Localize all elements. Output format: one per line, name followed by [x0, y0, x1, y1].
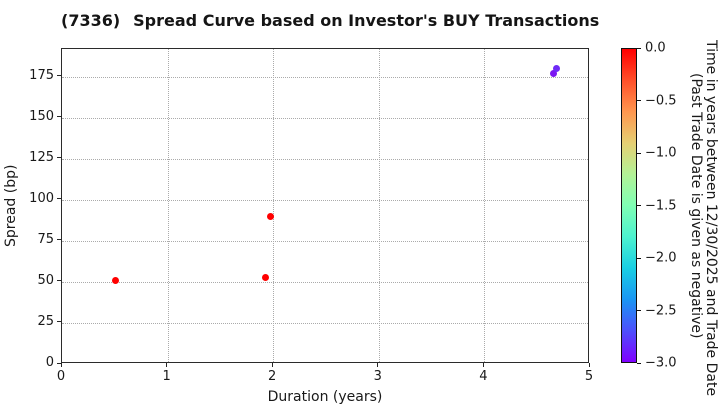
x-tick — [588, 363, 590, 367]
colorbar — [621, 48, 637, 363]
y-tick — [57, 198, 61, 200]
colorbar-tick-label: −2.0 — [645, 250, 677, 266]
colorbar-label-line1: Time in years between 12/30/2025 and Tra… — [703, 40, 719, 397]
colorbar-label-line2: (Past Trade Date is given as negative) — [688, 72, 704, 339]
y-tick-label: 150 — [29, 108, 54, 124]
x-gridline — [273, 49, 275, 362]
colorbar-tick — [637, 47, 641, 49]
plot-area — [61, 48, 589, 363]
colorbar-tick — [637, 100, 641, 101]
colorbar-label: Time in years between 12/30/2025 and Tra… — [688, 40, 719, 396]
colorbar-tick — [637, 152, 641, 154]
colorbar-tick-label: −1.0 — [645, 145, 677, 161]
y-tick — [57, 157, 61, 159]
x-gridline — [484, 49, 486, 362]
x-tick-label: 5 — [584, 369, 594, 384]
y-gridline — [62, 158, 588, 160]
colorbar-tick — [637, 205, 641, 206]
x-tick-label: 1 — [162, 369, 171, 384]
y-tick — [57, 75, 61, 77]
colorbar-tick-label: −2.5 — [645, 303, 677, 318]
colorbar-tick-label: −3.0 — [645, 355, 677, 371]
chart-title: (7336) Spread Curve based on Investor's B… — [61, 11, 599, 30]
x-gridline — [378, 49, 380, 362]
colorbar-tick-label: 0.0 — [645, 40, 666, 56]
y-tick — [57, 321, 61, 323]
y-tick — [57, 239, 61, 241]
y-gridline — [62, 76, 588, 78]
data-point — [266, 212, 274, 220]
x-tick-label: 4 — [479, 369, 488, 384]
y-gridline — [62, 281, 588, 283]
y-gridline — [62, 117, 588, 119]
x-tick — [377, 363, 379, 367]
y-gridline — [62, 240, 588, 242]
colorbar-tick-label: −0.5 — [645, 93, 677, 108]
y-tick-label: 50 — [37, 272, 54, 288]
x-tick — [482, 363, 484, 367]
x-gridline — [167, 49, 169, 362]
x-tick — [166, 363, 168, 367]
y-tick-label: 125 — [29, 149, 54, 165]
y-tick-label: 0 — [45, 355, 54, 370]
y-tick-label: 100 — [29, 190, 54, 206]
y-tick — [57, 280, 61, 282]
data-point — [552, 65, 560, 73]
y-tick-label: 25 — [37, 313, 54, 329]
x-tick-label: 0 — [56, 369, 66, 384]
colorbar-tick — [637, 310, 641, 311]
y-tick — [57, 362, 61, 364]
x-tick-label: 3 — [373, 369, 382, 384]
x-tick — [271, 363, 273, 367]
data-point — [262, 273, 270, 281]
y-tick — [57, 116, 61, 118]
data-point — [549, 70, 557, 78]
y-tick-label: 75 — [37, 231, 54, 247]
x-axis-label: Duration (years) — [267, 389, 383, 405]
y-gridline — [62, 322, 588, 324]
chart-title-text: Spread Curve based on Investor's BUY Tra… — [133, 11, 600, 30]
y-tick-label: 175 — [29, 67, 54, 83]
y-gridline — [62, 199, 588, 201]
data-point — [112, 276, 120, 284]
x-tick-label: 2 — [268, 369, 277, 384]
ticker-code: (7336) — [61, 11, 121, 30]
x-tick — [60, 363, 62, 367]
colorbar-tick — [637, 362, 641, 364]
colorbar-tick — [637, 257, 641, 259]
colorbar-tick-label: −1.5 — [645, 198, 677, 213]
